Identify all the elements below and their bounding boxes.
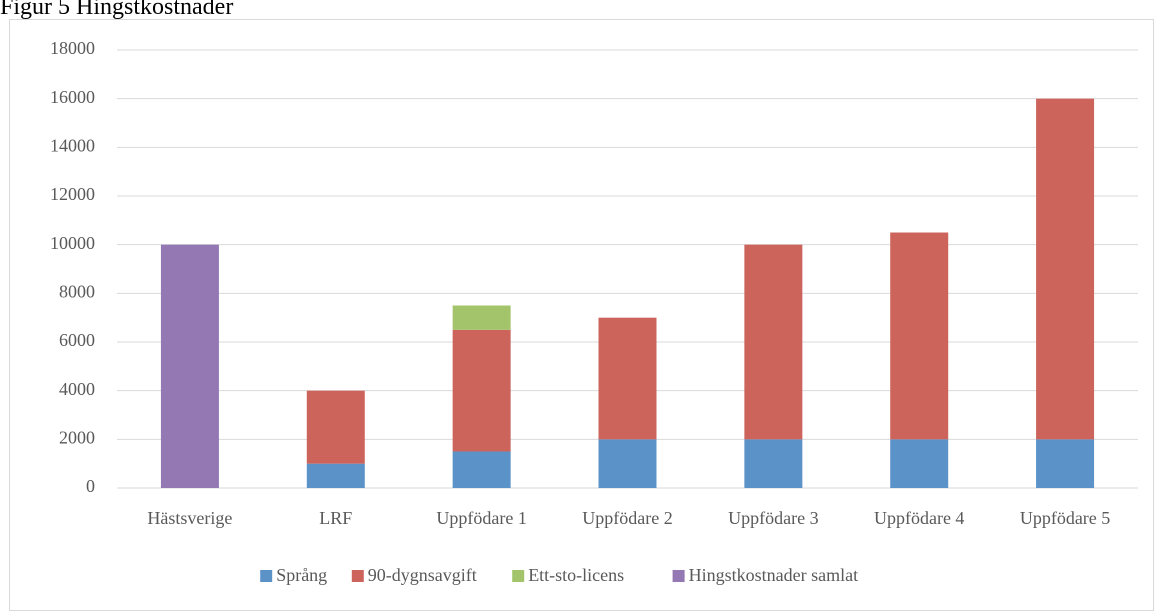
legend-label: Hingstkostnader samlat — [689, 565, 858, 585]
y-tick-label: 2000 — [59, 427, 95, 447]
legend-label: Språng — [276, 565, 327, 585]
bar-segment — [306, 463, 365, 488]
legend-swatch — [351, 570, 364, 582]
y-tick-label: 10000 — [50, 233, 95, 253]
bar-segment — [306, 390, 365, 464]
bar-segment — [1036, 98, 1095, 440]
x-tick-label: Uppfödare 3 — [728, 508, 818, 528]
bar-segment — [452, 451, 511, 488]
x-tick-label: Uppfödare 4 — [874, 508, 964, 528]
chart-title: Figur 5 Hingstkostnader — [0, 0, 233, 20]
bar-segment — [890, 232, 949, 440]
y-tick-label: 4000 — [59, 379, 95, 399]
y-tick-label: 12000 — [50, 184, 95, 204]
bar-segment — [744, 244, 803, 440]
bar-segment — [452, 305, 511, 330]
bar-segment — [160, 244, 219, 488]
y-tick-label: 14000 — [50, 135, 95, 155]
bar-segment — [890, 439, 949, 488]
y-tick-label: 6000 — [59, 330, 95, 350]
y-tick-label: 0 — [86, 476, 95, 496]
legend-swatch — [260, 570, 273, 582]
y-tick-label: 18000 — [50, 38, 95, 58]
x-tick-label: Uppfödare 2 — [582, 508, 672, 528]
bar-segment — [1036, 439, 1095, 488]
legend-swatch — [512, 570, 525, 582]
y-tick-label: 16000 — [50, 87, 95, 107]
x-tick-label: Uppfödare 1 — [436, 508, 526, 528]
x-tick-label: LRF — [319, 508, 352, 528]
bar-segment — [598, 317, 657, 440]
bar-segment — [744, 439, 803, 488]
legend-label: 90-dygnsavgift — [368, 565, 477, 585]
legend-swatch — [672, 570, 685, 582]
legend-label: Ett-sto-licens — [528, 565, 624, 585]
x-tick-label: Uppfödare 5 — [1020, 508, 1110, 528]
y-tick-label: 8000 — [59, 281, 95, 301]
bar-segment — [452, 329, 511, 452]
x-tick-label: Hästsverige — [147, 508, 232, 528]
bar-segment — [598, 439, 657, 488]
